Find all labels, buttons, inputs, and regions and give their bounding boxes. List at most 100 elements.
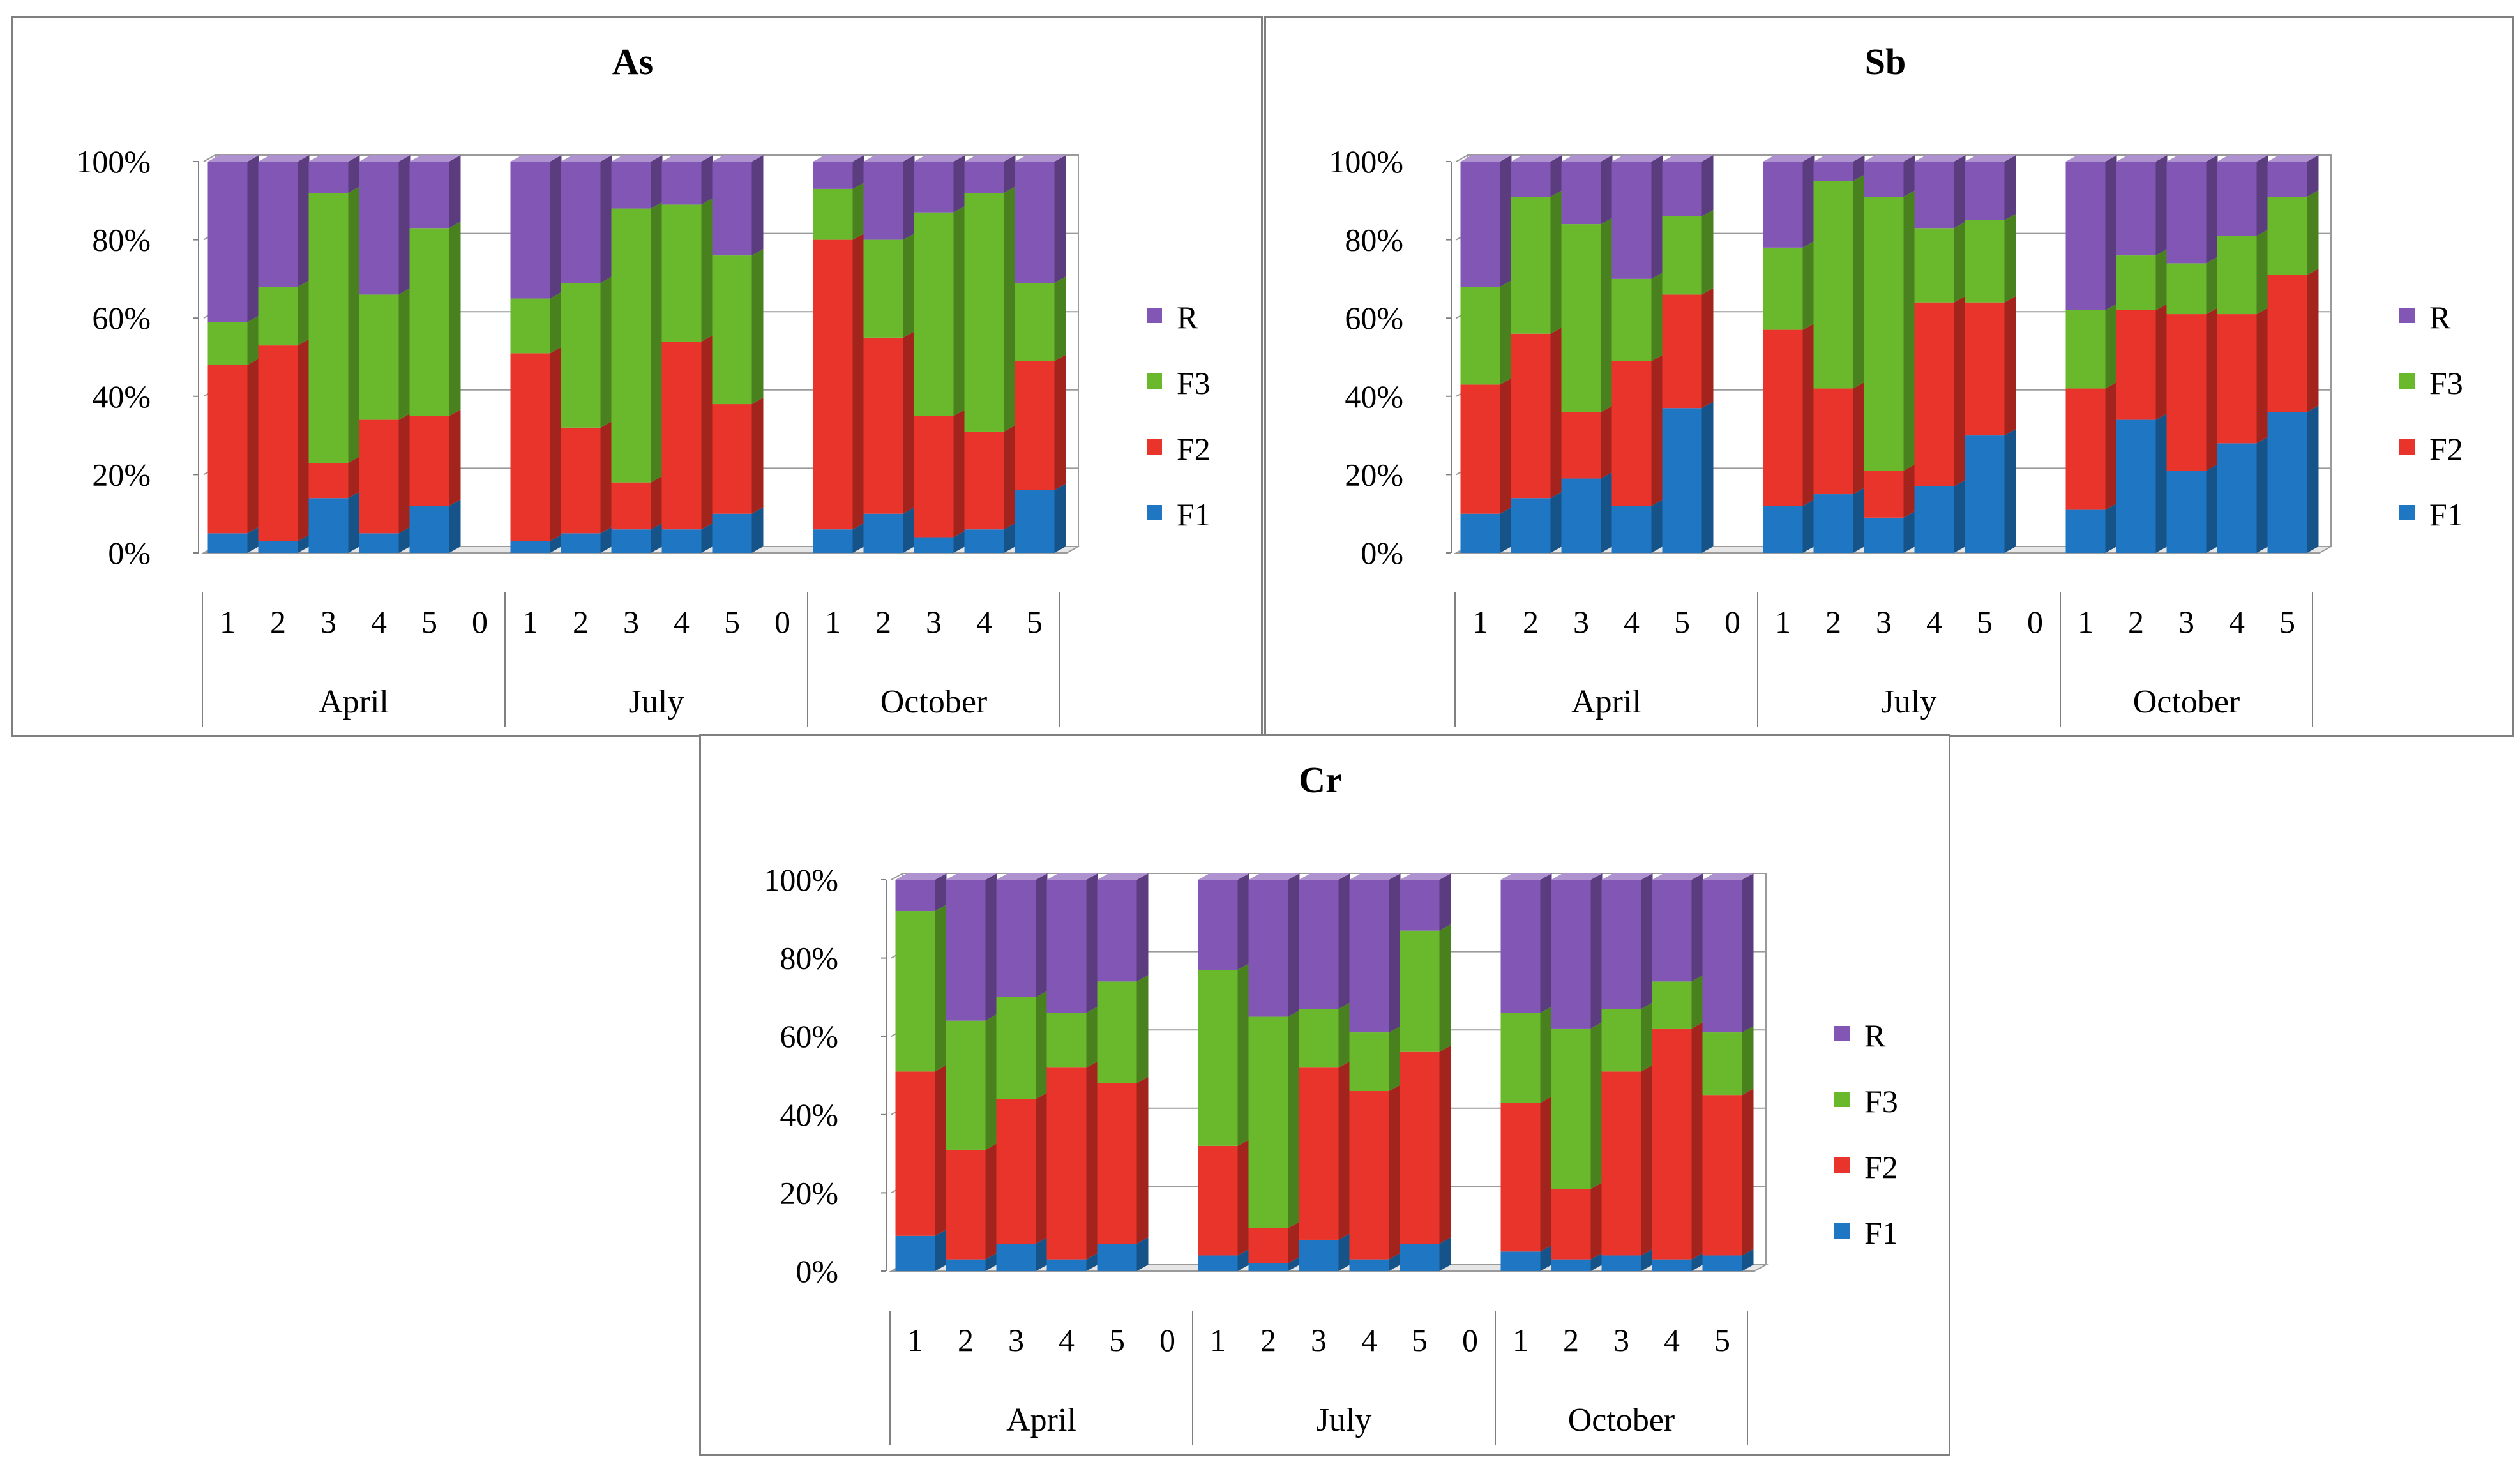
as-category-label: 0 — [774, 604, 790, 640]
as-bar-f2 — [409, 416, 449, 506]
as-bar-f3 — [258, 287, 298, 346]
cr-category-label: 0 — [1462, 1322, 1478, 1358]
cr-bar-f1 — [1248, 1263, 1288, 1271]
sb-bar-r — [1864, 162, 1904, 197]
sb-bar-f2 — [1965, 302, 2005, 436]
sb-bar-f2 — [2267, 275, 2307, 412]
as-bar-top — [308, 155, 360, 162]
sb-category-label: 2 — [1523, 604, 1539, 640]
sb-bar-f1 — [1763, 506, 1803, 553]
sb-bar-r-side — [2155, 155, 2168, 256]
sb-category-label: 2 — [1825, 604, 1841, 640]
as-bar-f1-side — [298, 534, 310, 553]
sb-bar-r — [1561, 162, 1601, 225]
cr-bar-f1 — [1551, 1259, 1591, 1271]
sb-bar-r — [2116, 162, 2156, 256]
as-bar-r-side — [953, 155, 965, 213]
sb-bar-f3-side — [1802, 241, 1815, 330]
sb-bar-f3-side — [2307, 190, 2319, 275]
cr-bar-f3-side — [1389, 1026, 1401, 1092]
as-bar-r-side — [247, 155, 259, 322]
as-category-label: 4 — [976, 604, 992, 640]
cr-bar-f3 — [1500, 1013, 1541, 1103]
as-category-label: 3 — [926, 604, 942, 640]
cr-category-label: 4 — [1664, 1322, 1680, 1358]
sb-category-label: 3 — [1573, 604, 1589, 640]
as-group-label: July — [629, 684, 684, 720]
sb-bar-f2 — [1662, 294, 1702, 409]
cr-chart-panel: Cr 0% 20% 40% 60% 80% 100% 1 2 3 4 5 0 April 1 2 3 4 5 0 Jul… — [699, 734, 1950, 1456]
sb-group-label: July — [1882, 684, 1937, 720]
sb-bar-top — [1460, 155, 1512, 162]
cr-bar-r-side — [1389, 873, 1401, 1033]
cr-bar-top — [1349, 873, 1401, 880]
sb-bar-f1 — [1662, 408, 1702, 553]
as-bar-f1 — [510, 541, 550, 553]
sb-bar-f1-side — [1802, 499, 1815, 553]
sb-bar-f3-side — [2256, 229, 2268, 315]
as-bar-f1-side — [903, 507, 915, 553]
sb-bar-f2-side — [1802, 323, 1815, 506]
as-bar-f1 — [359, 533, 399, 553]
cr-bar-f1 — [1702, 1255, 1742, 1271]
cr-bar-f3-side — [1136, 975, 1149, 1083]
sb-category-label: 5 — [2279, 604, 2295, 640]
as-bar-f2-side — [953, 409, 965, 538]
sb-bar-f2-side — [1601, 405, 1613, 479]
sb-legend-label-f1: F1 — [2429, 497, 2463, 532]
cr-bar-top — [1198, 873, 1249, 880]
sb-bar-f1-side — [1853, 488, 1865, 553]
sb-bar-r-side — [1500, 155, 1512, 287]
sb-bar-f3-side — [1651, 272, 1663, 361]
cr-legend-label-r: R — [1864, 1018, 1886, 1053]
as-bar-f2 — [611, 482, 651, 530]
sb-bar-r — [1763, 162, 1803, 248]
cr-bar-f3-side — [1086, 1006, 1098, 1068]
sb-bar-f3 — [2116, 255, 2156, 310]
as-bar-f1 — [712, 513, 752, 553]
cr-bar-f3 — [1702, 1032, 1742, 1096]
sb-bar-f2 — [2065, 388, 2106, 510]
cr-bar-f2-side — [935, 1065, 947, 1236]
sb-bar-f2-side — [2256, 308, 2268, 444]
cr-category-label: 3 — [1613, 1322, 1629, 1358]
sb-legend-label-r: R — [2429, 299, 2451, 335]
sb-y-tick-label: 0% — [1361, 535, 1403, 571]
cr-bar-f3-side — [1439, 924, 1451, 1052]
cr-bar-f2 — [1046, 1067, 1087, 1260]
cr-bar-r — [895, 880, 935, 912]
sb-bar-f2-side — [2004, 296, 2016, 436]
sb-bar-f2 — [2217, 314, 2257, 444]
sb-bar-f1-side — [1954, 479, 1966, 553]
cr-bar-f1 — [1349, 1259, 1389, 1271]
as-bar-f1 — [1015, 490, 1055, 553]
cr-bar-f2 — [1702, 1095, 1742, 1256]
cr-bar-f2-side — [1288, 1221, 1300, 1263]
cr-category-label: 1 — [1210, 1322, 1226, 1358]
cr-bar-f1-side — [1641, 1249, 1653, 1271]
cr-bar-f1-side — [1742, 1249, 1754, 1271]
cr-bar-f2 — [1248, 1228, 1288, 1263]
as-bar-f2 — [258, 345, 298, 541]
as-bar-r — [611, 162, 651, 209]
cr-category-label: 3 — [1008, 1322, 1024, 1358]
cr-bar-f2-side — [1742, 1089, 1754, 1256]
sb-bar-f1-side — [2206, 464, 2218, 553]
sb-bar-f3 — [1511, 197, 1551, 334]
sb-bar-f3 — [1460, 287, 1500, 385]
sb-bar-f2 — [1914, 302, 1954, 486]
cr-bar-f3 — [895, 911, 935, 1072]
as-bar-f3-side — [701, 198, 713, 342]
sb-bar-top — [1561, 155, 1613, 162]
sb-y-tick-label: 60% — [1345, 300, 1403, 336]
as-bar-f3 — [914, 212, 954, 416]
as-bar-f3-side — [903, 233, 915, 338]
sb-category-label: 2 — [2128, 604, 2144, 640]
as-bar-f2-side — [298, 339, 310, 541]
sb-legend-swatch-r — [2399, 308, 2415, 323]
sb-bar-f1 — [1561, 478, 1601, 553]
as-bar-f3 — [863, 239, 903, 338]
cr-category-label: 5 — [1714, 1322, 1730, 1358]
sb-bar-f3-side — [1500, 280, 1512, 385]
cr-bar-f3 — [946, 1020, 986, 1150]
